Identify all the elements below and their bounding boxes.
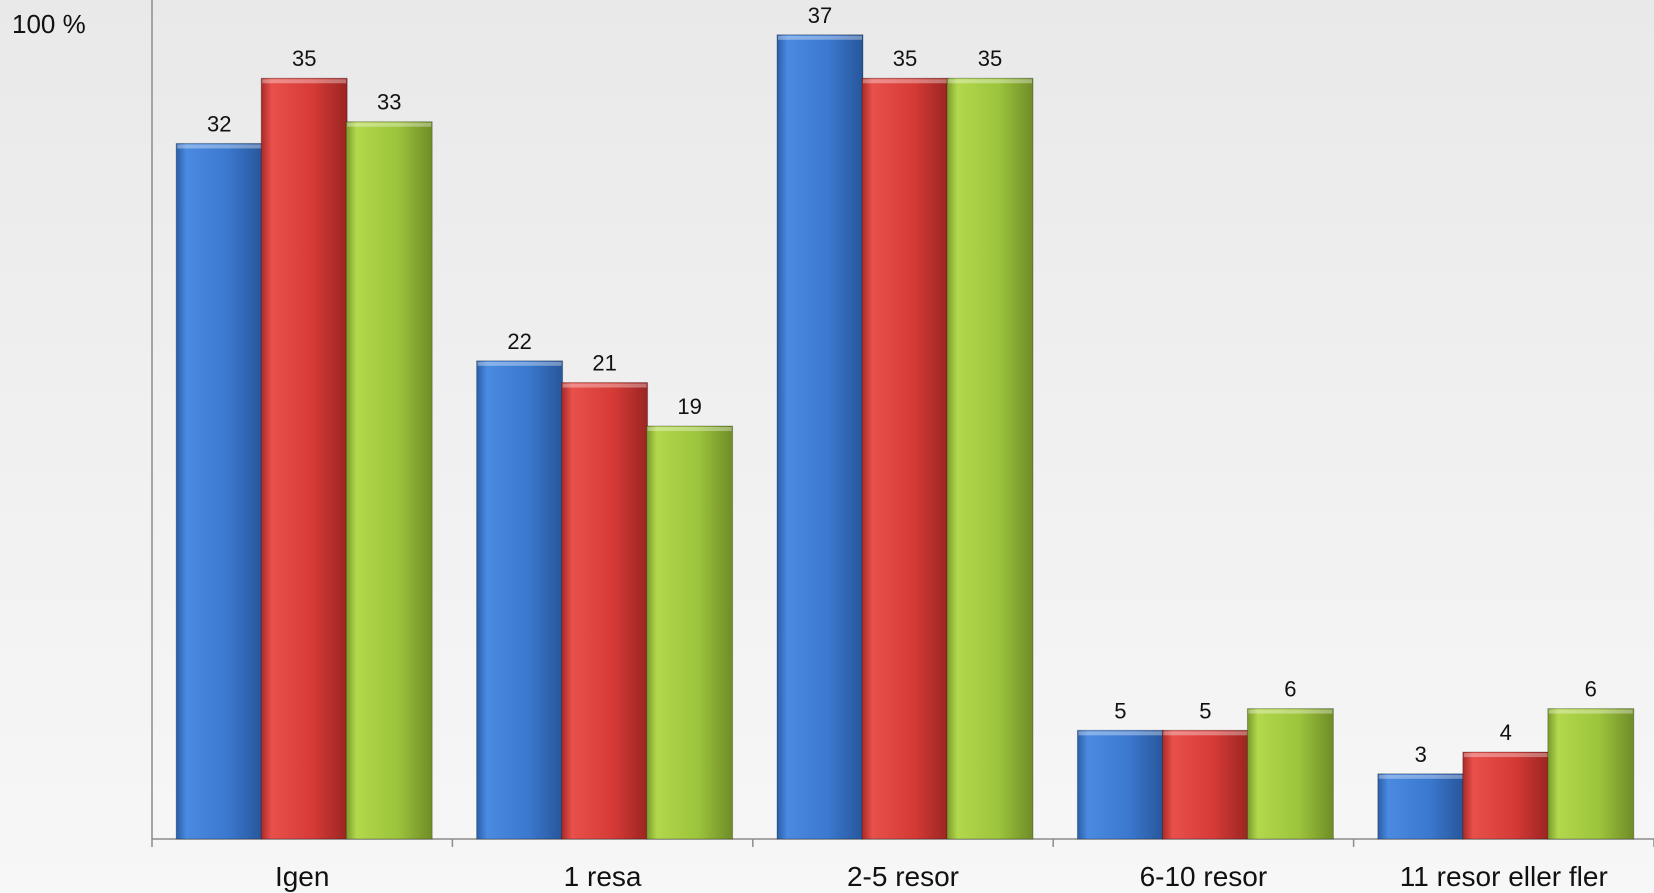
bar [1161,729,1249,840]
x-tick-label: Igen [275,861,330,892]
bar-top-highlight [647,427,732,432]
data-label: 5 [1199,698,1211,723]
category-labels-group: Igen 1 resa 2-5 resor 6-10 resor 11 resor el… [275,861,1608,892]
x-tick-label: 2-5 resor [847,861,959,892]
bar [1547,708,1635,840]
bar-top-highlight [1378,774,1463,779]
data-label: 6 [1284,677,1296,702]
data-label: 32 [207,111,231,136]
data-label: 19 [677,394,701,419]
bar-top-highlight [1548,709,1633,714]
bars-group [175,34,1635,840]
data-label: 37 [808,3,832,28]
bar-top-highlight [1163,731,1248,736]
bar [1377,773,1465,840]
bar-top-highlight [948,79,1032,84]
x-tick-label: 1 resa [564,861,642,892]
data-label: 35 [893,46,917,71]
bar [1462,751,1550,840]
data-label: 21 [592,351,616,376]
bar-top-highlight [1463,753,1548,758]
data-label: 33 [377,90,401,115]
bar-top-highlight [1078,731,1163,736]
x-tick-label: 11 resor eller fler [1400,861,1608,892]
bar [646,425,734,840]
bar [861,77,949,840]
data-label: 35 [292,46,316,71]
y-axis-top-label: 100 % [12,9,86,39]
data-label: 4 [1500,720,1512,745]
data-label: 22 [507,329,531,354]
bar-top-highlight [1248,709,1333,714]
data-label: 3 [1415,742,1427,767]
bar [776,34,864,840]
x-tick-label: 6-10 resor [1140,861,1268,892]
data-label: 35 [978,46,1002,71]
bar-top-highlight [347,122,432,127]
bar [946,77,1034,840]
bar [175,142,263,840]
bar-top-highlight [477,361,562,366]
bar-top-highlight [177,144,262,149]
x-ticks-group [151,839,1654,847]
bar-top-highlight [778,35,862,40]
data-label: 6 [1585,677,1597,702]
bar [476,360,564,840]
value-labels-group: 32 35 33 22 21 19 37 35 35 5 5 6 3 4 6 [207,3,1597,767]
bar [1246,708,1334,840]
bar-top-highlight [863,79,947,84]
bar [260,77,348,840]
bar [561,382,649,840]
bar-top-highlight [262,79,347,84]
bar [1076,729,1164,840]
bar-top-highlight [562,383,647,388]
data-label: 5 [1114,698,1126,723]
bar [345,121,433,840]
